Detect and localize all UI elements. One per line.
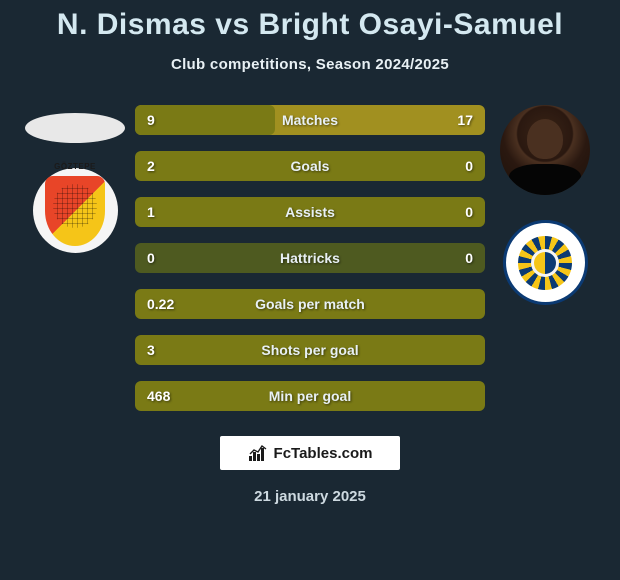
left-club-logo [33, 168, 118, 253]
metric-label: Hattricks [280, 250, 340, 266]
right-club-logo [503, 220, 588, 305]
metric-value-right: 0 [465, 250, 473, 266]
main-area: 9 17 Matches 2 0 Goals 1 0 Assists 0 0 Hattricks 0.2… [0, 105, 620, 411]
metric-value-left: 9 [147, 112, 155, 128]
metric-value-right: 0 [465, 158, 473, 174]
metric-value-right: 0 [465, 204, 473, 220]
left-player-column [25, 105, 125, 253]
metric-row: 9 17 Matches [135, 105, 485, 135]
page-title: N. Dismas vs Bright Osayi-Samuel [57, 8, 563, 42]
fenerbahce-crest-center-icon [531, 249, 559, 277]
metric-value-right: 17 [457, 112, 473, 128]
metric-label: Assists [285, 204, 335, 220]
date-text: 21 january 2025 [254, 488, 366, 505]
metric-label: Goals [291, 158, 330, 174]
left-player-avatar [25, 113, 125, 143]
metric-row: 3 Shots per goal [135, 335, 485, 365]
metric-value-left: 0.22 [147, 296, 174, 312]
metric-row: 0 0 Hattricks [135, 243, 485, 273]
metric-row: 2 0 Goals [135, 151, 485, 181]
fenerbahce-crest-icon [518, 236, 572, 290]
metric-label: Min per goal [269, 388, 351, 404]
metric-label: Goals per match [255, 296, 365, 312]
metric-value-left: 2 [147, 158, 155, 174]
goztepe-crest-icon [45, 176, 105, 246]
comparison-card: N. Dismas vs Bright Osayi-Samuel Club co… [0, 0, 620, 580]
metric-label: Shots per goal [261, 342, 358, 358]
metric-value-left: 1 [147, 204, 155, 220]
metric-value-left: 3 [147, 342, 155, 358]
metric-label: Matches [282, 112, 338, 128]
subtitle: Club competitions, Season 2024/2025 [171, 56, 449, 73]
branding-text: FcTables.com [274, 445, 373, 462]
metric-value-left: 468 [147, 388, 170, 404]
metric-row: 1 0 Assists [135, 197, 485, 227]
metric-row: 468 Min per goal [135, 381, 485, 411]
bar-fill-left [135, 105, 275, 135]
metric-value-left: 0 [147, 250, 155, 266]
fctables-logo-icon [248, 444, 268, 462]
right-player-column [495, 105, 595, 305]
metric-row: 0.22 Goals per match [135, 289, 485, 319]
metrics-bars: 9 17 Matches 2 0 Goals 1 0 Assists 0 0 Hattricks 0.2… [135, 105, 485, 411]
branding-badge: FcTables.com [220, 436, 401, 470]
right-player-avatar [500, 105, 590, 195]
